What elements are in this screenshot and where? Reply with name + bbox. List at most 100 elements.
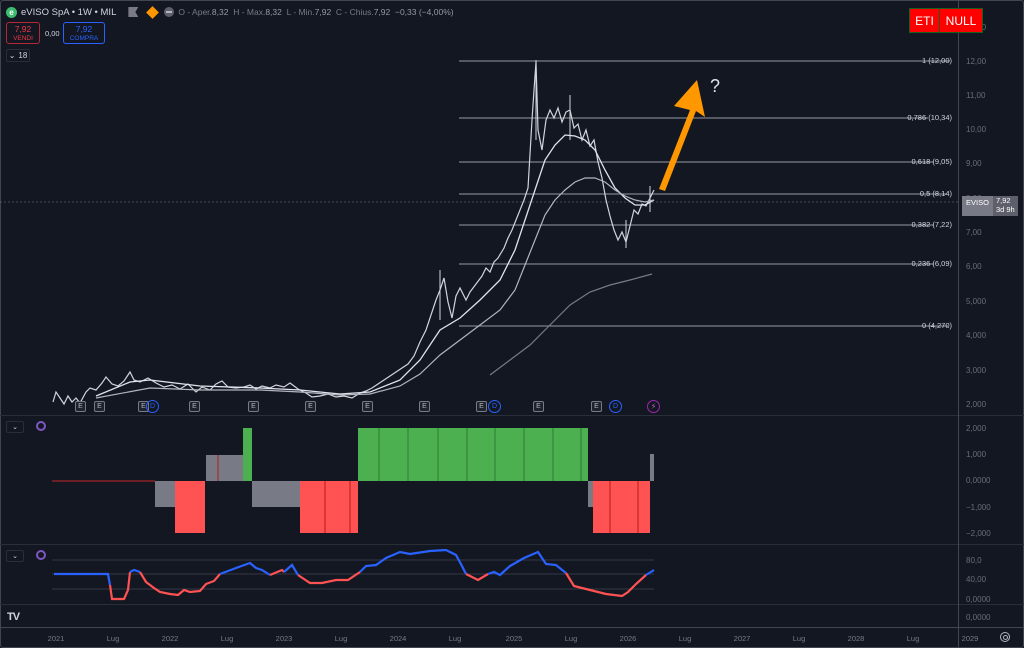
earnings-marker[interactable]: E: [248, 401, 259, 412]
candle-wicks: [439, 60, 651, 320]
pane-separator[interactable]: [0, 415, 1024, 416]
fib-level-label: 0,236 (6,09): [911, 259, 952, 268]
chart-settings-icon[interactable]: [1000, 632, 1010, 642]
fibonacci-retracement[interactable]: [459, 60, 950, 327]
time-axis-label: Lug: [220, 634, 234, 643]
price-axis[interactable]: [958, 0, 1024, 648]
chevron-down-icon: ⌄: [12, 424, 18, 431]
symbol-legend[interactable]: e eVISO SpA • 1W • MIL O - Aper.8,32 H -…: [6, 5, 454, 19]
earnings-marker[interactable]: E: [476, 401, 487, 412]
indicator2-axis-label: 0,0000: [966, 595, 991, 604]
badge-eti: ETI: [910, 9, 940, 32]
time-axis-label: Lug: [792, 634, 806, 643]
indicator2-refresh-icon[interactable]: [36, 550, 46, 560]
badge-null: NULL: [940, 9, 982, 32]
price-series: [52, 61, 655, 406]
indicator1-refresh-icon[interactable]: [36, 421, 46, 431]
chevron-down-icon: ⌄: [12, 553, 18, 560]
indicator2-line-bull: [129, 568, 141, 574]
current-price-tag: EVISO 7,92 3d 9h: [962, 196, 1018, 216]
spread-value: 0,00: [45, 29, 60, 38]
time-axis-label: 2022: [161, 634, 179, 643]
indicator-count: 18: [18, 51, 28, 60]
indicator2-line-bear: [297, 571, 361, 585]
price-tag-countdown: 3d 9h: [995, 205, 1015, 214]
price-axis-label: 2,000: [966, 400, 987, 409]
earnings-marker[interactable]: E: [533, 401, 544, 412]
indicator1-axis-label: 1,000: [966, 450, 987, 459]
sell-price: 7,92: [14, 24, 32, 34]
indicator2-axis-label: 40,00: [966, 575, 987, 584]
time-axis-label: 2026: [619, 634, 637, 643]
time-axis-label: Lug: [106, 634, 120, 643]
indicator2-line-bear: [269, 568, 285, 577]
time-axis-label: Lug: [678, 634, 692, 643]
time-axis-label: Lug: [448, 634, 462, 643]
indicator2-line-bear: [108, 571, 132, 601]
time-axis-label: Lug: [906, 634, 920, 643]
indicator2-line-bull: [487, 550, 567, 577]
dividend-marker[interactable]: D: [146, 400, 159, 413]
dividend-marker[interactable]: D: [488, 400, 501, 413]
time-axis-label: 2025: [505, 634, 523, 643]
diamond-icon[interactable]: [146, 5, 160, 19]
price-axis-label: 7,00: [966, 228, 982, 237]
fib-level-label: 1 (12,00): [921, 56, 952, 65]
indicator2-line-bull: [359, 548, 467, 575]
indicator2-line-bull: [54, 572, 112, 586]
price-tag-values: 7,92 3d 9h: [992, 196, 1018, 216]
time-axis-label: 2023: [275, 634, 293, 643]
indicator2-levels: [52, 559, 654, 590]
earnings-marker[interactable]: E: [305, 401, 316, 412]
collapse-indicators-button[interactable]: ⌄ 18: [6, 49, 30, 62]
fib-level-label: 0 (4,270): [921, 321, 952, 330]
pane-separator[interactable]: [0, 604, 1024, 605]
time-axis-label: Lug: [334, 634, 348, 643]
ma-mid: [95, 177, 655, 399]
buy-button[interactable]: 7,92 COMPRA: [63, 22, 105, 44]
price-axis-label: 6,00: [966, 262, 982, 271]
price-axis-label: 4,000: [966, 331, 987, 340]
annotation-question-mark[interactable]: ?: [710, 76, 720, 96]
price-tag-price: 7,92: [995, 196, 1011, 205]
indicator2-axis-label: 0,0000: [966, 613, 991, 622]
split-marker-icon[interactable]: ⚡: [647, 400, 660, 413]
earnings-marker[interactable]: E: [189, 401, 200, 412]
pane-separator[interactable]: [0, 544, 1024, 545]
price-axis-label: 11,00: [966, 91, 986, 100]
time-axis-label: 2029: [961, 634, 979, 643]
indicator2-line-bull: [283, 563, 299, 576]
ma-slow: [489, 273, 653, 376]
earnings-marker[interactable]: E: [75, 401, 86, 412]
fib-level-label: 0,618 (9,05): [911, 157, 952, 166]
earnings-marker[interactable]: E: [94, 401, 105, 412]
flag-icon[interactable]: [128, 7, 139, 17]
sell-button[interactable]: 7,92 VENDI: [6, 22, 40, 44]
symbol-title[interactable]: eVISO SpA • 1W • MIL: [21, 6, 117, 18]
eti-null-badge: ETI NULL: [909, 8, 983, 33]
buy-price: 7,92: [75, 24, 93, 34]
indicator1-axis-label: 2,000: [966, 424, 987, 433]
indicator2-line-bear: [465, 573, 489, 582]
indicator1-axis-label: −2,000: [966, 529, 991, 538]
price-axis-label: 12,00: [966, 57, 987, 66]
dividend-marker[interactable]: D: [609, 400, 622, 413]
earnings-marker[interactable]: E: [419, 401, 430, 412]
eviso-logo-icon: e: [6, 6, 17, 18]
indicator2-collapse-button[interactable]: ⌄: [6, 550, 24, 562]
indicator1-collapse-button[interactable]: ⌄: [6, 421, 24, 433]
ohlc-values: O - Aper.8,32 H - Max.8,32 L - Min.7,92 …: [178, 7, 454, 17]
time-axis-label: 2024: [389, 634, 407, 643]
time-axis-border: [0, 627, 1024, 628]
buy-label: COMPRA: [69, 35, 99, 42]
market-closed-icon[interactable]: [164, 7, 175, 17]
time-axis-label: 2021: [47, 634, 65, 643]
fib-level-label: 0,786 (10,34): [907, 113, 952, 122]
forecast-arrow[interactable]: [659, 80, 705, 191]
earnings-marker[interactable]: E: [591, 401, 602, 412]
chevron-down-icon: ⌄: [8, 51, 16, 60]
time-axis-label: 2028: [847, 634, 865, 643]
earnings-marker[interactable]: E: [362, 401, 373, 412]
tradingview-logo[interactable]: TV: [7, 611, 20, 623]
